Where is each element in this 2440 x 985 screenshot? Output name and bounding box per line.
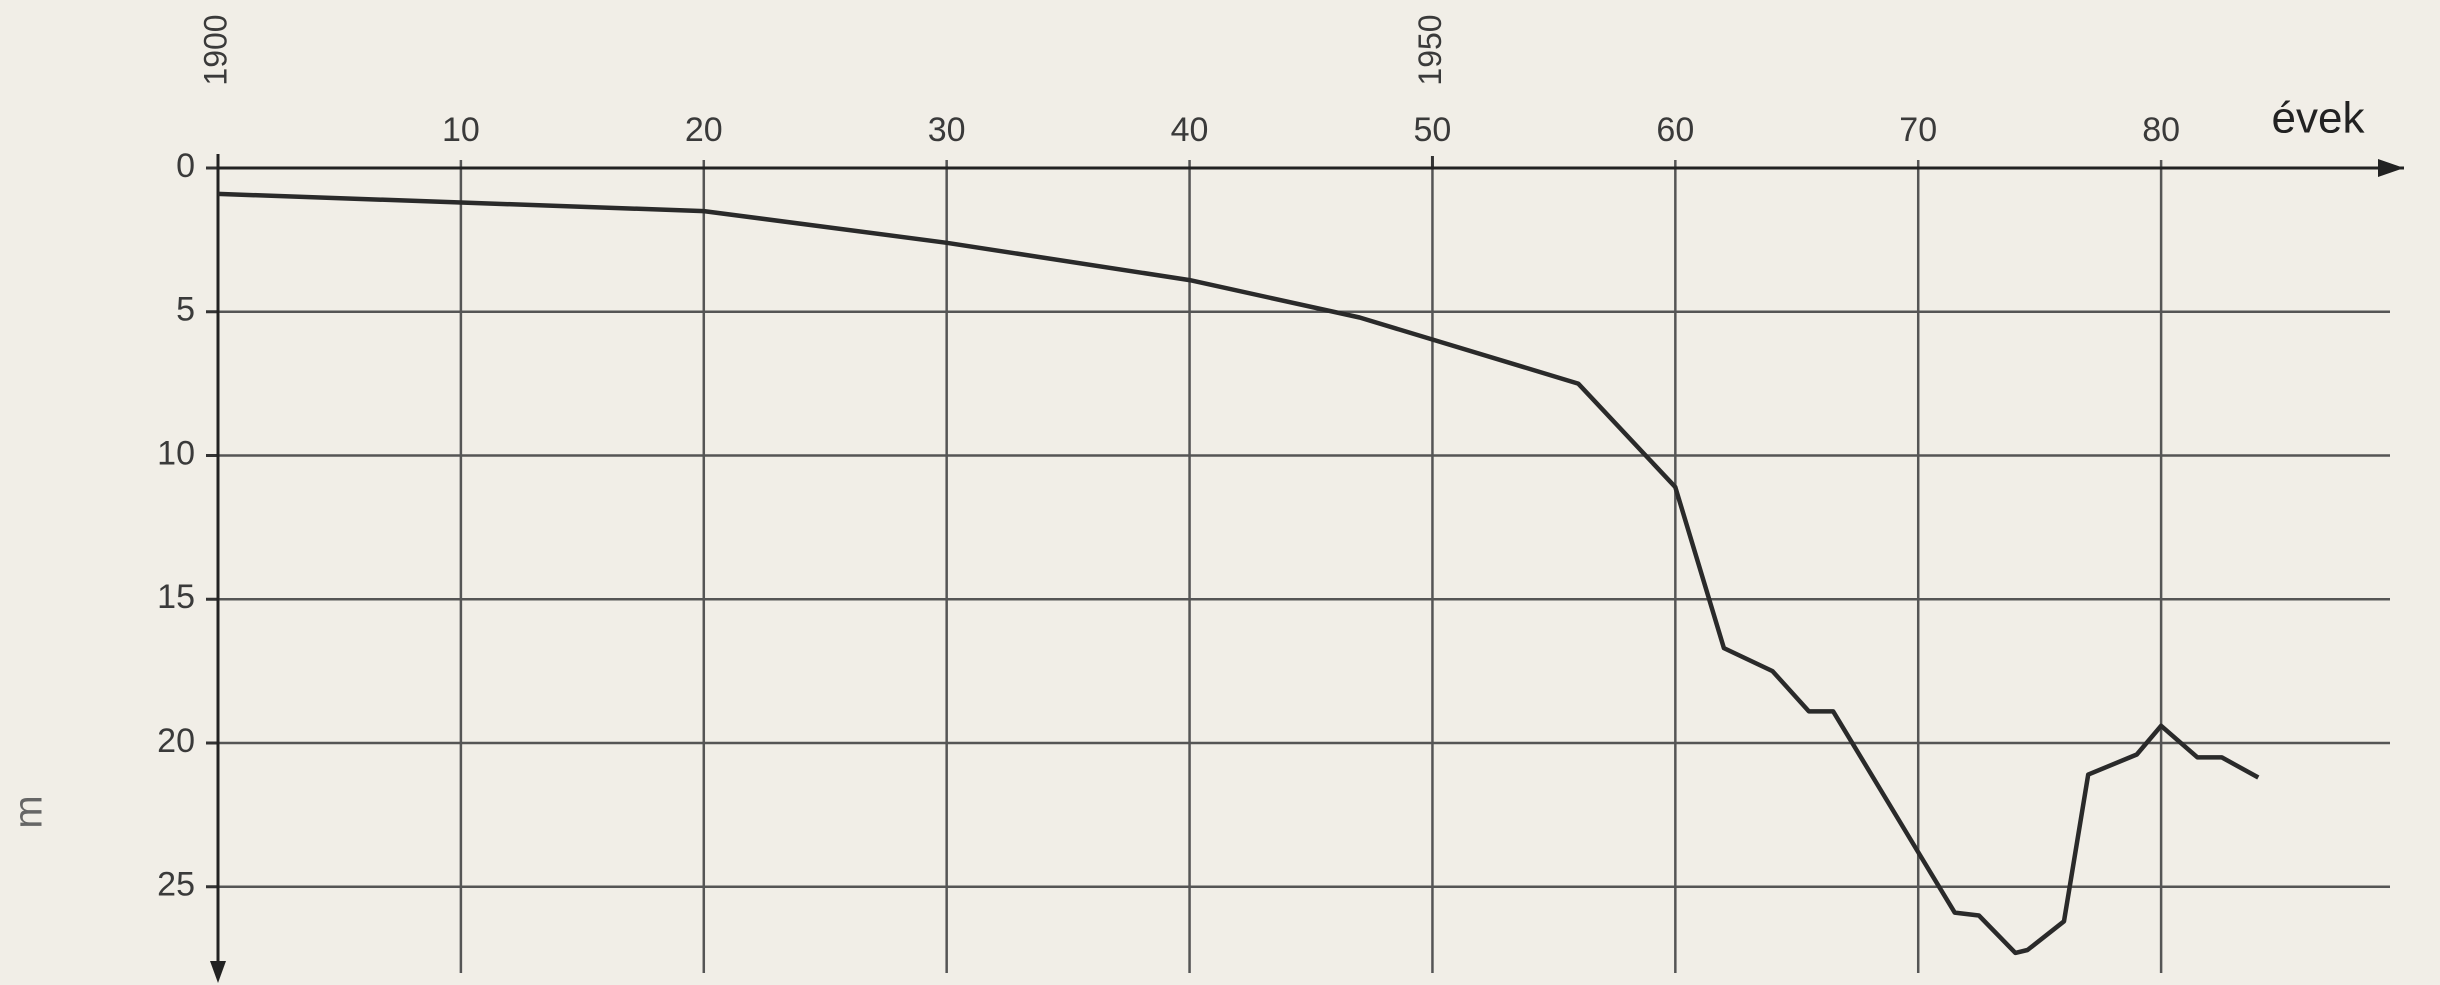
- y-tick-label: 0: [176, 147, 195, 185]
- x-tick-label: 40: [1171, 111, 1209, 149]
- x-tick-label: 60: [1656, 111, 1694, 149]
- x-tick-label: 10: [442, 111, 480, 149]
- x-tick-label: 70: [1899, 111, 1937, 149]
- y-tick-label: 5: [176, 291, 195, 329]
- x-tick-label: 30: [928, 111, 966, 149]
- y-tick-label: 20: [157, 722, 195, 760]
- y-tick-label: 15: [157, 578, 195, 616]
- x-axis-label: évek: [2272, 94, 2366, 143]
- x-year-label: 1900: [197, 14, 233, 85]
- y-tick-label: 25: [157, 866, 195, 904]
- y-axis-label: m: [7, 795, 51, 828]
- y-axis-arrow: [210, 961, 226, 983]
- x-tick-label: 20: [685, 111, 723, 149]
- x-axis-arrow: [2378, 159, 2404, 177]
- x-tick-label: 80: [2142, 111, 2180, 149]
- data-line: [217, 191, 2260, 956]
- x-tick-label: 50: [1414, 111, 1452, 149]
- y-tick-label: 10: [157, 434, 195, 472]
- x-year-label: 1950: [1412, 14, 1448, 85]
